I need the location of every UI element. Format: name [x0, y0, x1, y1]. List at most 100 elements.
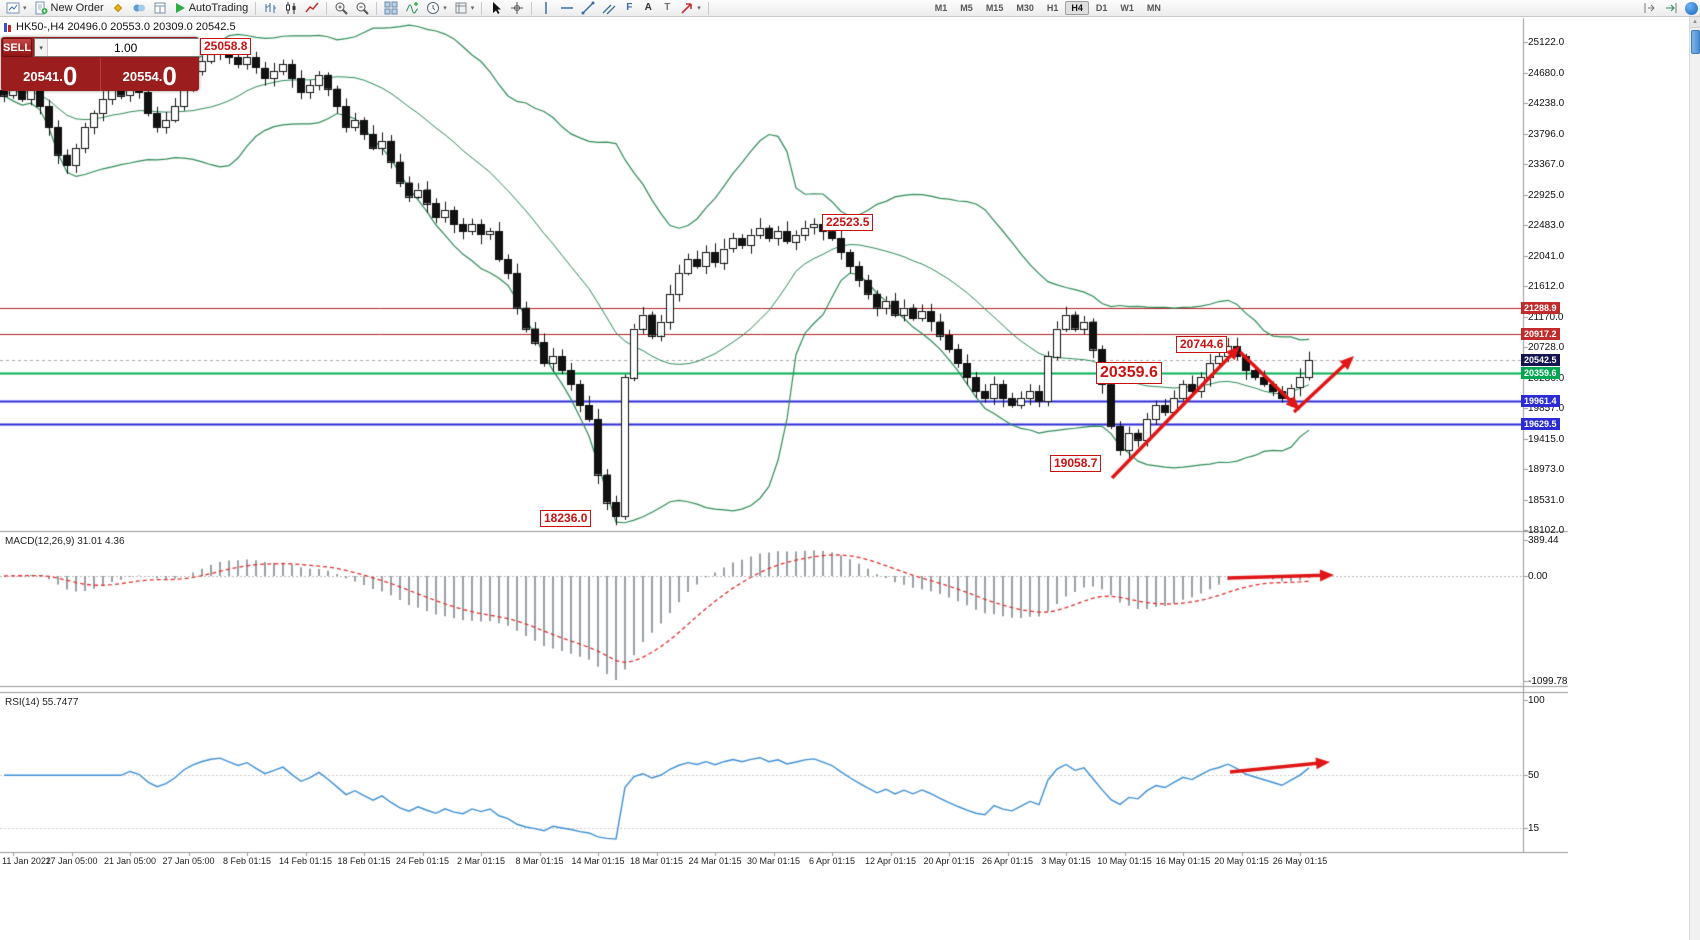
- macd-indicator-label: MACD(12,26,9) 31.01 4.36: [3, 536, 127, 547]
- arrows-tool-button[interactable]: ▾: [677, 1, 704, 16]
- time-axis-label: 6 Apr 01:15: [808, 856, 856, 866]
- time-axis-label: 20 Apr 01:15: [923, 856, 975, 866]
- line-chart-mode-button[interactable]: [302, 1, 322, 16]
- timeframe-d1[interactable]: D1: [1095, 3, 1108, 13]
- timeframe-w1[interactable]: W1: [1120, 3, 1134, 13]
- sell-price[interactable]: 20541. 0: [1, 58, 100, 91]
- tile-windows-icon: [384, 1, 398, 15]
- vertical-scrollbar[interactable]: ▲: [1689, 17, 1700, 940]
- time-axis-label: 17 Jan 05:00: [45, 856, 98, 866]
- trendline-tool-button[interactable]: [578, 1, 598, 16]
- time-axis-label: 27 Jan 05:00: [162, 856, 215, 866]
- timeframe-mn[interactable]: MN: [1146, 3, 1161, 13]
- indicators-button[interactable]: [402, 1, 422, 16]
- price-axis-label: 25122.0: [1528, 37, 1565, 48]
- channel-tool-button[interactable]: [599, 1, 619, 16]
- toolbar-separator: [326, 1, 328, 15]
- auto-scroll-button[interactable]: [1661, 1, 1681, 16]
- macd-axis-label: 389.44: [1528, 535, 1559, 546]
- timeframe-m30[interactable]: M30: [1016, 3, 1034, 13]
- price-tag: 19961.4: [1521, 394, 1560, 407]
- zoom-in-icon: [335, 2, 348, 15]
- zoom-out-button[interactable]: [352, 1, 372, 16]
- price-axis-label: 21170.0: [1528, 311, 1564, 323]
- price-axis-label: 22041.0: [1528, 250, 1565, 262]
- timeframe-m1[interactable]: M1: [934, 3, 948, 13]
- macd-axis-label: 0.00: [1528, 571, 1548, 582]
- chart-shift-button[interactable]: [1639, 1, 1659, 16]
- bar-chart-mode-button[interactable]: [260, 1, 280, 16]
- price-axis-label: 21612.0: [1528, 281, 1565, 292]
- profiles-icon: [133, 4, 145, 12]
- periods-button[interactable]: ▾: [423, 1, 450, 16]
- templates-button[interactable]: ▾: [451, 1, 478, 16]
- zoom-out-icon: [356, 2, 369, 15]
- buy-price[interactable]: 20554. 0: [99, 58, 200, 91]
- new-order-button[interactable]: New Order: [31, 1, 107, 16]
- toolbar-right-group: [1639, 1, 1681, 16]
- timeframe-m15[interactable]: M15: [985, 3, 1004, 13]
- toolbar-separator: [531, 1, 533, 15]
- price-annotation: 25058.8: [200, 38, 252, 55]
- trendline-icon: [581, 1, 595, 15]
- vertical-line-tool-button[interactable]: [536, 1, 556, 16]
- time-axis-label: 14 Mar 01:15: [571, 856, 625, 866]
- market-button[interactable]: [108, 1, 128, 16]
- zoom-in-button[interactable]: [331, 1, 351, 16]
- community-icon[interactable]: [1685, 2, 1698, 15]
- time-axis-label: 12 Apr 01:15: [864, 856, 917, 866]
- time-axis-label: 21 Jan 05:00: [103, 856, 157, 866]
- tile-windows-button[interactable]: [381, 1, 401, 16]
- scroll-up-icon[interactable]: ▲: [1690, 17, 1700, 28]
- price-axis-label: 20728.0: [1528, 342, 1565, 353]
- rsi-axis-label: 50: [1528, 770, 1540, 781]
- data-window-button[interactable]: [150, 1, 170, 16]
- chevron-down-icon[interactable]: ▾: [470, 4, 475, 12]
- profiles-button[interactable]: [129, 1, 149, 16]
- time-axis-label: 11 Jan 2022: [2, 856, 51, 866]
- chevron-down-icon[interactable]: ▾: [443, 4, 447, 12]
- horizontal-line-tool-button[interactable]: [557, 1, 577, 16]
- time-axis-label: 20 May 01:15: [1214, 856, 1269, 866]
- buy-price-main: 20554.: [122, 69, 163, 84]
- chevron-down-icon[interactable]: ▾: [23, 4, 27, 12]
- timeframe-h4[interactable]: H4: [1065, 1, 1089, 15]
- sell-button[interactable]: SELL: [2, 38, 33, 57]
- price-annotation: 18236.0: [540, 510, 592, 527]
- new-chart-icon: [6, 2, 20, 14]
- text-tool-button[interactable]: A: [639, 1, 657, 16]
- macd-axis-label: -1099.78: [1528, 676, 1568, 687]
- time-axis-label: 26 Apr 01:15: [981, 856, 1034, 866]
- price-annotation: 22523.5: [822, 214, 874, 231]
- toolbar: ▾ New Order AutoTrading: [0, 0, 1700, 17]
- time-axis-label: 14 Feb 01:15: [278, 856, 333, 866]
- price-axis-label: 19857.0: [1528, 403, 1565, 414]
- new-chart-button[interactable]: ▾: [3, 1, 30, 16]
- fibonacci-tool-button[interactable]: F: [620, 1, 638, 16]
- lot-presets-dropdown-icon[interactable]: ▾: [35, 39, 49, 56]
- crosshair-tool-button[interactable]: [507, 1, 527, 16]
- lot-size-input[interactable]: [48, 39, 199, 56]
- timeframe-m5[interactable]: M5: [960, 3, 973, 13]
- price-axis-label: 24238.0: [1528, 98, 1565, 109]
- market-diamond-icon: [113, 3, 122, 13]
- toolbar-separator: [707, 1, 709, 15]
- one-click-trading-panel: SELL ▾ ▴ ▾ BUY 20541.0 20554.0: [1, 37, 199, 91]
- label-tool-button[interactable]: T: [658, 1, 676, 16]
- cursor-icon: [493, 2, 502, 14]
- arrow-tool-icon: [681, 3, 693, 14]
- time-axis-label: 8 Mar 01:15: [515, 856, 564, 866]
- new-order-label: New Order: [50, 2, 104, 14]
- chart-symbol-icon: [4, 22, 11, 32]
- candlestick-mode-button[interactable]: [281, 1, 301, 16]
- price-axis-label: 22483.0: [1528, 220, 1565, 231]
- cursor-tool-button[interactable]: [486, 1, 506, 16]
- scrollbar-thumb[interactable]: [1691, 30, 1700, 54]
- timeframe-h1[interactable]: H1: [1046, 3, 1059, 13]
- time-axis-label: 30 Mar 01:15: [746, 856, 801, 866]
- chart-shift-icon: [1644, 3, 1655, 13]
- chevron-down-icon[interactable]: ▾: [697, 4, 701, 12]
- autotrading-label: AutoTrading: [188, 2, 249, 14]
- autotrading-button[interactable]: AutoTrading: [171, 1, 252, 16]
